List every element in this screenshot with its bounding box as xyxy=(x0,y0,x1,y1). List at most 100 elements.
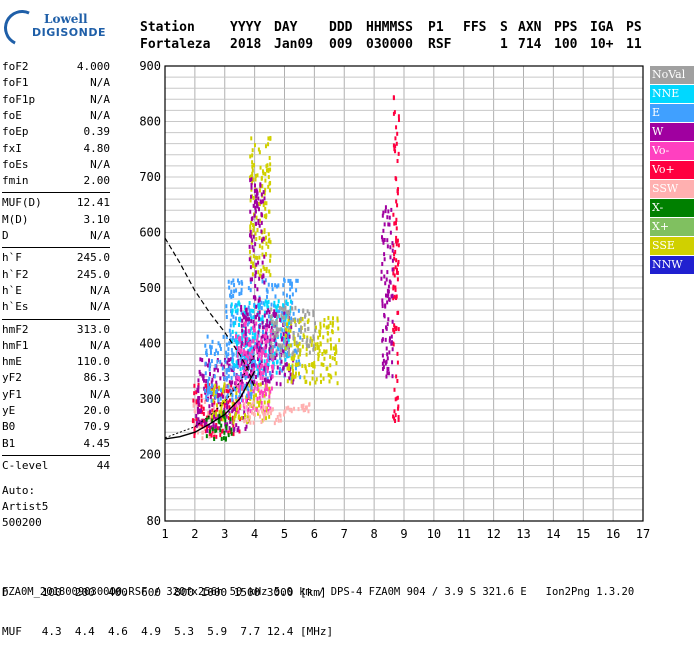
echo-point xyxy=(242,333,245,338)
echo-point xyxy=(220,406,223,411)
echo-point xyxy=(396,238,399,243)
echo-point xyxy=(193,434,196,439)
echo-point xyxy=(225,304,228,309)
echo-point xyxy=(380,235,383,240)
echo-point xyxy=(297,333,300,338)
echo-point xyxy=(294,366,297,371)
echo-point xyxy=(255,338,258,343)
echo-point xyxy=(250,187,253,192)
echo-point xyxy=(252,254,255,259)
echo-point xyxy=(248,404,251,409)
echo-point xyxy=(249,358,252,363)
echo-point xyxy=(272,354,275,359)
echo-point xyxy=(286,322,289,327)
echo-point xyxy=(235,363,238,368)
echo-point xyxy=(263,393,266,398)
echo-point xyxy=(267,136,270,141)
echo-point xyxy=(312,364,315,369)
echo-point xyxy=(243,343,246,348)
param-row-hme: hmE 110.0 xyxy=(2,355,110,371)
echo-point xyxy=(253,412,256,417)
echo-point xyxy=(243,322,246,327)
echo-point xyxy=(204,429,207,434)
echo-point xyxy=(251,331,254,336)
echo-point xyxy=(229,417,232,422)
echo-point xyxy=(264,342,267,347)
echo-point xyxy=(278,370,281,375)
echo-point xyxy=(272,323,275,328)
echo-point xyxy=(227,389,230,394)
echo-point xyxy=(252,261,255,266)
echo-point xyxy=(257,260,260,265)
echo-point xyxy=(394,136,397,141)
echo-point xyxy=(213,437,216,442)
echo-point xyxy=(287,405,290,410)
echo-point xyxy=(394,144,397,149)
echo-point xyxy=(258,342,261,347)
echo-point xyxy=(244,311,247,316)
echo-point xyxy=(212,406,215,411)
echo-point xyxy=(211,377,214,382)
echo-point xyxy=(232,352,235,357)
echo-point xyxy=(266,358,269,363)
echo-point xyxy=(249,198,252,203)
echo-point xyxy=(271,407,274,412)
echo-point xyxy=(244,341,247,346)
echo-point xyxy=(258,348,261,353)
param-row-hmf2: hmF2 313.0 xyxy=(2,323,110,339)
echo-point xyxy=(223,403,226,408)
echo-point xyxy=(307,326,310,331)
echo-point xyxy=(396,351,399,356)
echo-point xyxy=(327,324,330,329)
echo-point xyxy=(282,412,285,417)
echo-point xyxy=(286,301,289,306)
echo-point xyxy=(326,330,329,335)
echo-point xyxy=(249,229,252,234)
echo-point xyxy=(252,355,255,360)
echo-point xyxy=(290,316,293,321)
echo-point xyxy=(266,318,269,323)
param-row-hf2: h`F2 245.0 xyxy=(2,268,110,284)
echo-point xyxy=(209,350,212,355)
header-label-hhmmss: HHMMSS xyxy=(366,20,413,35)
echo-point xyxy=(268,394,271,399)
echo-point xyxy=(253,188,256,193)
echo-point xyxy=(225,400,228,405)
echo-point xyxy=(296,318,299,323)
param-key: yF1 xyxy=(2,387,22,401)
echo-point xyxy=(381,213,384,218)
echo-point xyxy=(333,357,336,362)
echo-point xyxy=(388,297,391,302)
echo-point xyxy=(204,361,207,366)
echo-point xyxy=(395,226,398,231)
echo-point xyxy=(258,202,261,207)
echo-point xyxy=(201,358,204,363)
echo-point xyxy=(319,325,322,330)
echo-point xyxy=(287,331,290,336)
param-key: hmF1 xyxy=(2,338,29,352)
echo-point xyxy=(394,418,397,423)
echo-point xyxy=(393,329,396,334)
param-key: C-level xyxy=(2,458,49,472)
echo-point xyxy=(309,336,312,341)
echo-point xyxy=(393,252,396,257)
echo-point xyxy=(381,361,384,366)
param-separator xyxy=(2,247,110,249)
echo-point xyxy=(249,178,252,183)
echo-point xyxy=(240,340,243,345)
echo-point xyxy=(258,344,261,349)
echo-point xyxy=(195,400,198,405)
echo-point xyxy=(256,334,259,339)
echo-point xyxy=(231,409,234,414)
echo-point xyxy=(239,387,242,392)
echo-point xyxy=(246,371,249,376)
echo-point xyxy=(288,309,291,314)
echo-point xyxy=(397,243,400,248)
echo-point xyxy=(280,348,283,353)
echo-point xyxy=(285,331,288,336)
echo-point xyxy=(197,417,200,422)
echo-point xyxy=(338,338,341,343)
echo-point xyxy=(232,366,235,371)
echo-point xyxy=(269,338,272,343)
echo-point xyxy=(268,188,271,193)
